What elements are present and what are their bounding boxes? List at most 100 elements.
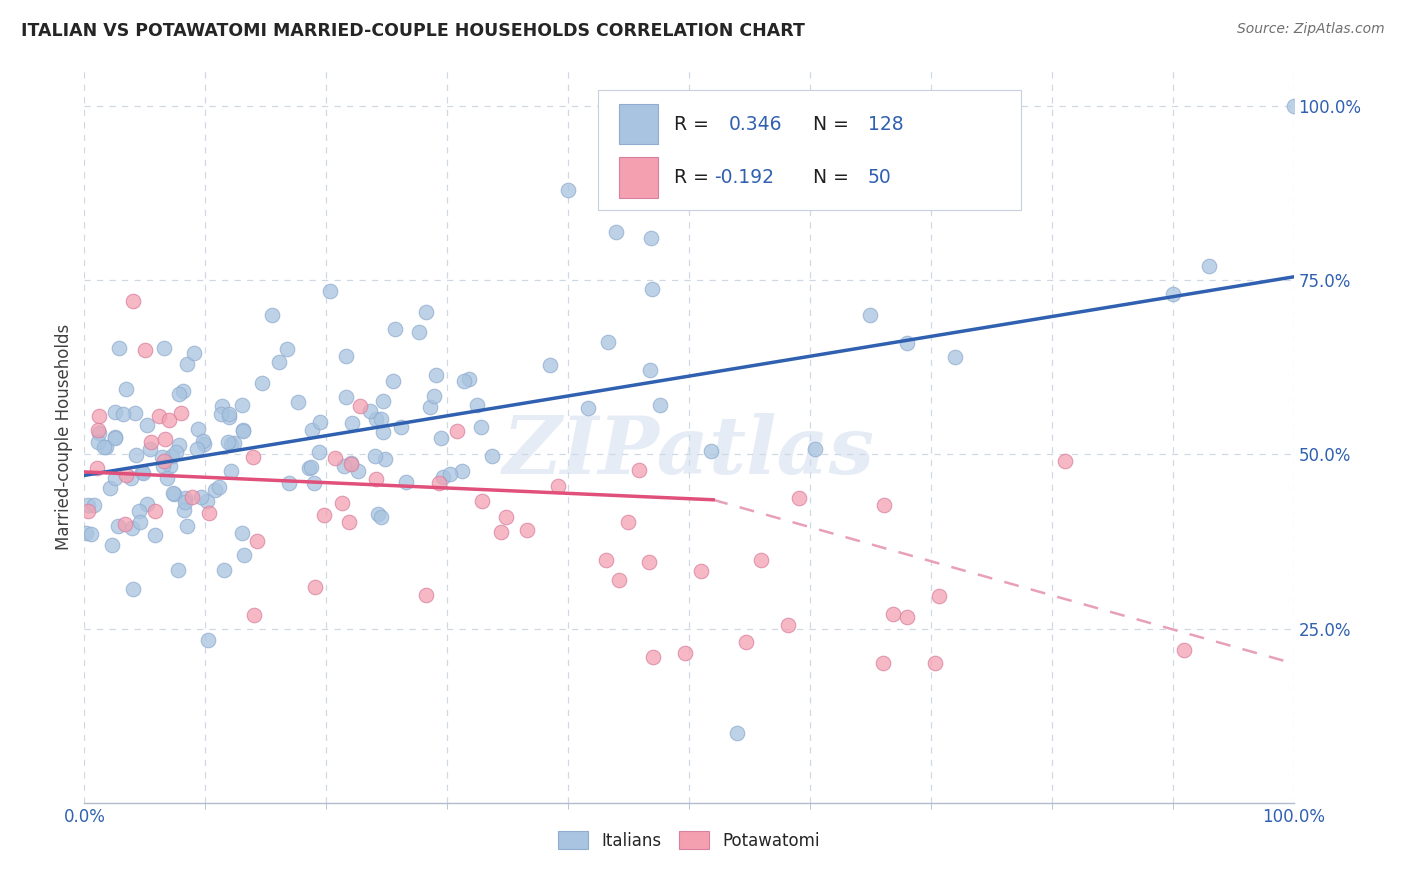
- Point: [859, 308, 882, 322]
- Point: [183, 346, 205, 360]
- Point: [450, 464, 472, 478]
- Point: [804, 442, 827, 457]
- Point: [641, 649, 664, 664]
- Point: [725, 726, 748, 740]
- Point: [231, 526, 253, 541]
- Point: [423, 388, 446, 402]
- Point: [673, 646, 696, 660]
- Point: [104, 471, 127, 485]
- Y-axis label: Married-couple Households: Married-couple Households: [55, 324, 73, 550]
- Point: [302, 476, 325, 491]
- Point: [370, 412, 392, 426]
- Point: [160, 449, 183, 463]
- Point: [896, 610, 918, 624]
- Point: [122, 582, 145, 596]
- Point: [86, 434, 108, 449]
- Point: [276, 342, 298, 356]
- FancyBboxPatch shape: [599, 90, 1022, 211]
- Point: [432, 470, 454, 484]
- Point: [173, 503, 195, 517]
- Point: [495, 510, 517, 524]
- Point: [135, 497, 157, 511]
- Point: [1282, 99, 1305, 113]
- Point: [193, 437, 215, 451]
- Point: [453, 375, 475, 389]
- Point: [598, 335, 620, 350]
- Point: [340, 416, 363, 430]
- Point: [129, 515, 152, 529]
- Point: [131, 466, 153, 480]
- Point: [115, 467, 138, 482]
- Point: [218, 410, 240, 425]
- Point: [124, 406, 146, 420]
- Point: [222, 435, 245, 450]
- Point: [163, 487, 186, 501]
- Point: [298, 461, 321, 475]
- Point: [165, 445, 187, 459]
- Point: [481, 449, 503, 463]
- Point: [384, 322, 406, 336]
- Point: [349, 399, 371, 413]
- Point: [93, 440, 115, 454]
- Point: [211, 399, 233, 413]
- Point: [882, 607, 904, 622]
- Point: [218, 407, 240, 421]
- Point: [749, 553, 772, 567]
- Point: [232, 423, 254, 437]
- Point: [650, 398, 672, 412]
- Point: [219, 437, 242, 451]
- Point: [337, 515, 360, 529]
- Point: [547, 479, 569, 493]
- Point: [896, 336, 918, 351]
- Point: [114, 516, 136, 531]
- Point: [617, 515, 640, 529]
- Point: [148, 409, 170, 423]
- Point: [340, 456, 363, 470]
- Point: [408, 325, 430, 339]
- Point: [359, 403, 381, 417]
- Point: [576, 401, 599, 415]
- Point: [212, 563, 235, 577]
- Point: [516, 523, 538, 537]
- Point: [419, 401, 441, 415]
- Point: [104, 430, 127, 444]
- Point: [209, 407, 232, 421]
- Point: [595, 553, 617, 567]
- Text: N =: N =: [814, 114, 855, 134]
- Text: R =: R =: [675, 168, 716, 187]
- Point: [607, 573, 630, 587]
- Point: [872, 657, 894, 671]
- Point: [628, 463, 651, 477]
- Text: R =: R =: [675, 114, 716, 134]
- Point: [121, 294, 143, 309]
- Point: [1053, 454, 1076, 468]
- Text: -0.192: -0.192: [714, 168, 775, 187]
- Point: [195, 493, 218, 508]
- Point: [1173, 642, 1195, 657]
- Point: [176, 357, 198, 371]
- Point: [128, 504, 150, 518]
- Point: [232, 424, 254, 438]
- Point: [94, 440, 117, 454]
- Point: [173, 491, 195, 505]
- Point: [104, 405, 127, 419]
- Point: [489, 524, 512, 539]
- Bar: [619, 103, 658, 145]
- Point: [470, 420, 492, 434]
- Point: [333, 458, 356, 473]
- Point: [197, 632, 219, 647]
- Point: [346, 464, 368, 478]
- Point: [143, 503, 166, 517]
- Text: ZIPatlas: ZIPatlas: [503, 413, 875, 491]
- Point: [605, 225, 627, 239]
- Point: [115, 382, 138, 396]
- Point: [108, 341, 131, 355]
- Point: [557, 183, 579, 197]
- Point: [173, 494, 195, 508]
- Point: [446, 424, 468, 438]
- Point: [924, 657, 946, 671]
- Point: [367, 507, 389, 521]
- Point: [700, 444, 723, 458]
- Point: [640, 231, 662, 245]
- Text: Source: ZipAtlas.com: Source: ZipAtlas.com: [1237, 22, 1385, 37]
